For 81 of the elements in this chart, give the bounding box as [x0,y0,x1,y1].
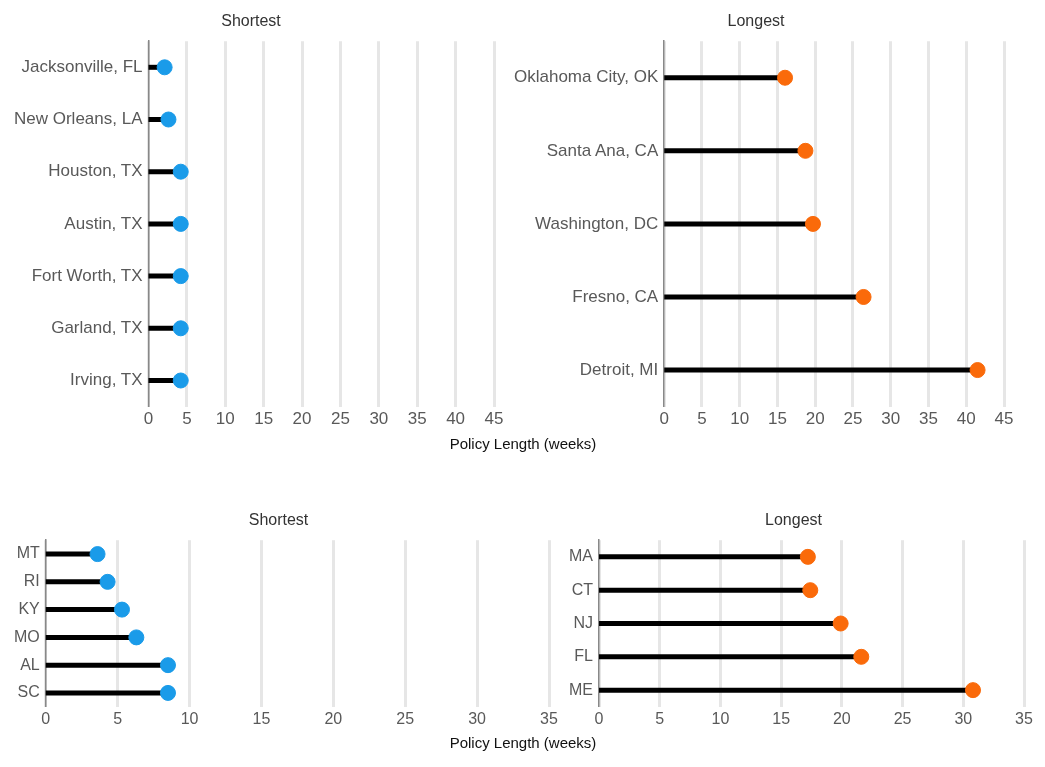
chart-title: Longest [765,511,823,529]
point [853,648,870,665]
point [832,615,849,632]
x-tick-label: 0 [143,409,154,429]
x-tick-label: 10 [730,409,750,429]
x-tick-label: 5 [113,709,123,727]
y-tick-label: Houston, TX [48,161,143,181]
y-tick-label: Santa Ana, CA [546,140,659,160]
x-axis-title: Policy Length (weeks) [448,435,598,452]
y-tick-label: Fresno, CA [572,286,659,306]
y-tick-label: RI [23,572,40,590]
x-tick-label: 15 [252,709,271,727]
x-tick-label: 0 [594,709,604,727]
x-tick-label: 30 [954,709,973,727]
x-tick-label: 35 [1015,709,1033,727]
x-tick-label: 35 [540,709,558,727]
x-tick-label: 45 [484,409,504,429]
y-tick-label: New Orleans, LA [14,109,144,129]
x-tick-label: 5 [655,709,665,727]
y-tick-label: Fort Worth, TX [31,265,143,285]
x-tick-label: 20 [832,709,851,727]
point [159,684,176,701]
y-tick-label: Austin, TX [64,213,143,233]
x-tick-label: 30 [369,409,389,429]
x-tick-label: 20 [324,709,343,727]
x-tick-label: 30 [468,709,487,727]
x-tick-label: 35 [919,409,938,429]
y-tick-label: Jacksonville, FL [21,56,143,76]
y-tick-label: Oklahoma City, OK [513,67,659,87]
x-tick-label: 20 [292,409,312,429]
chart-title: Longest [727,12,786,30]
x-tick-label: 15 [772,709,791,727]
point [804,215,821,232]
point [159,657,176,674]
x-tick-label: 15 [254,409,274,429]
x-tick-label: 40 [446,409,466,429]
x-tick-label: 15 [768,409,787,429]
y-tick-label: Garland, TX [51,317,143,337]
x-tick-label: 40 [956,409,976,429]
y-tick-label: Detroit, MI [579,359,659,379]
x-tick-label: 20 [805,409,825,429]
y-tick-label: ME [569,680,593,698]
y-tick-label: FL [574,647,594,665]
x-tick-label: 25 [893,709,912,727]
x-tick-label: 10 [180,709,199,727]
x-axis-title: Policy Length (weeks) [448,734,598,751]
x-tick-label: 25 [843,409,863,429]
x-tick-label: 0 [41,709,51,727]
point [965,682,981,699]
y-tick-label: KY [18,600,41,618]
y-tick-label: AL [20,655,40,673]
y-tick-label: Irving, TX [70,370,143,390]
chart-title: Shortest [221,12,282,30]
x-tick-label: 5 [182,409,192,429]
y-tick-label: MO [13,627,40,645]
y-tick-label: MT [16,544,40,562]
x-tick-label: 5 [697,409,707,429]
x-tick-label: 45 [994,409,1014,429]
y-tick-label: Washington, DC [535,213,659,233]
point [799,548,816,565]
y-tick-label: SC [17,683,40,701]
x-tick-label: 10 [711,709,730,727]
x-tick-label: 10 [215,409,235,429]
point [777,69,794,86]
x-tick-label: 0 [659,409,669,429]
x-tick-label: 30 [881,409,901,429]
y-tick-label: NJ [573,613,593,631]
point [855,288,872,305]
chart-title: Shortest [248,511,309,529]
x-tick-label: 35 [407,409,427,429]
point [128,629,145,646]
point [802,582,819,599]
y-tick-label: CT [571,580,594,598]
y-tick-label: MA [569,547,594,565]
point [89,546,106,563]
x-tick-label: 25 [330,409,350,429]
point [99,573,116,590]
point [969,362,986,379]
point [113,601,130,618]
x-tick-label: 25 [396,709,415,727]
point [797,142,814,159]
